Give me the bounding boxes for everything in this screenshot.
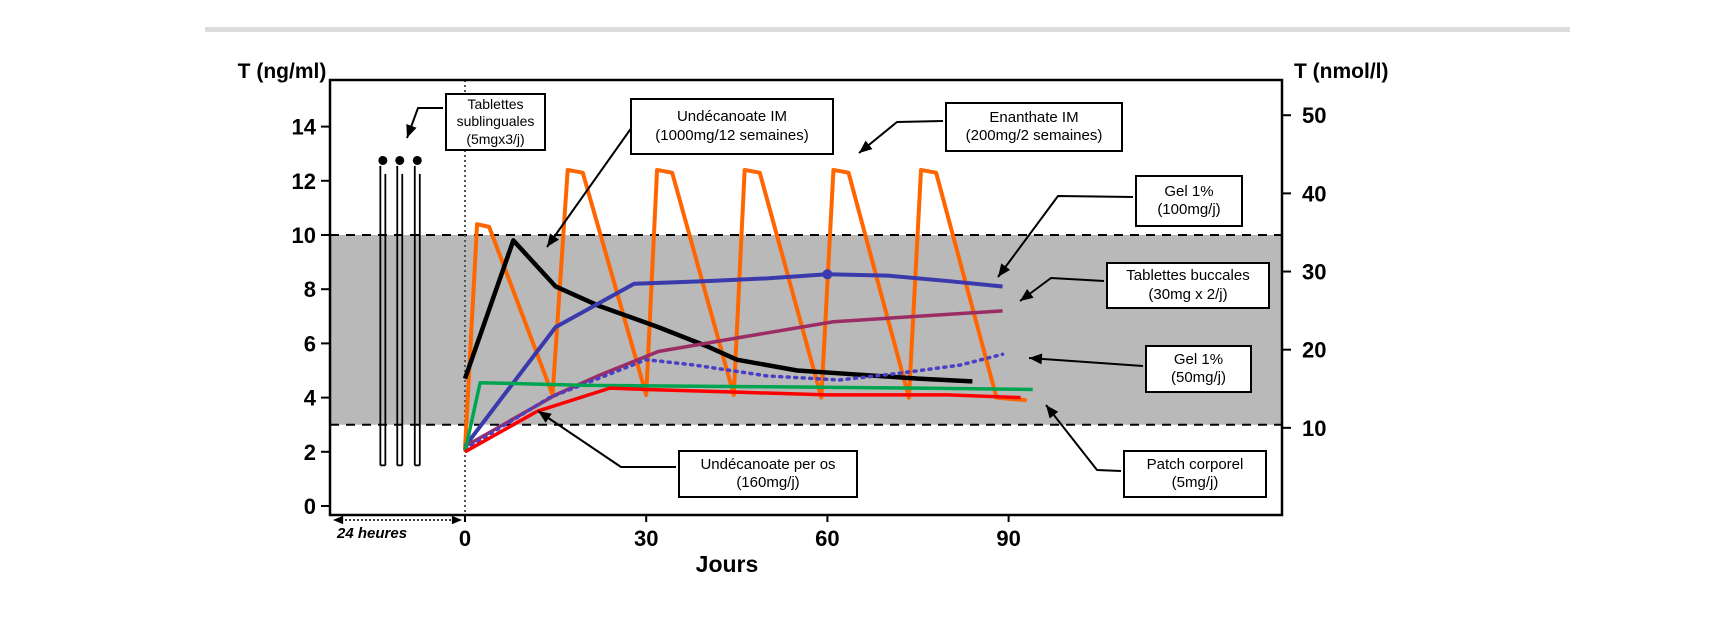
annotation-gel-1pct-50mg: Gel 1% (50mg/j) — [1145, 345, 1252, 393]
page-divider-rule — [205, 27, 1570, 32]
y-left-axis-title: T (ng/ml) — [238, 60, 327, 83]
y-right-tick-label: 40 — [1302, 181, 1326, 206]
leader-arrow-gel100 — [997, 195, 1134, 278]
annotation-line: (50mg/j) — [1170, 369, 1226, 386]
annotation-line: Undécanoate per os — [700, 455, 836, 473]
y-left-tick-label: 2 — [304, 440, 316, 465]
sublingual-needle — [378, 155, 388, 467]
x-tick-label: 30 — [634, 526, 658, 551]
y-left-tick-label: 6 — [304, 331, 316, 356]
y-left-tick-label: 8 — [304, 277, 316, 302]
annotation-enanthate-im: Enanthate IM (200mg/2 semaines) — [945, 102, 1123, 152]
y-left-tick-label: 12 — [292, 169, 316, 194]
annotation-line: sublinguales — [456, 113, 535, 130]
annotation-line: (30mg x 2/j) — [1148, 285, 1228, 303]
leader-arrow-sublinguales — [406, 107, 443, 139]
series-enanthate_im — [463, 167, 1027, 450]
y-right-tick-label: 20 — [1302, 338, 1326, 363]
series-gel100-marker — [822, 269, 833, 280]
annotation-line: Patch corporel — [1146, 455, 1244, 473]
annotation-line: Enanthate IM — [989, 108, 1079, 126]
series-patch — [463, 380, 1033, 453]
annotation-line: (100mg/j) — [1157, 201, 1221, 218]
annotation-undecanoate-im: Undécanoate IM (1000mg/12 semaines) — [630, 98, 834, 155]
annotation-line: (160mg/j) — [736, 474, 800, 491]
y-left-tick-label: 14 — [292, 115, 317, 140]
annotation-tablettes-sublinguales: Tablettes sublinguales (5mgx3/j) — [445, 93, 546, 151]
y-left-tick-label: 0 — [304, 494, 316, 519]
y-right-tick-label: 30 — [1302, 260, 1326, 285]
annotation-line: (5mgx3/j) — [466, 130, 525, 147]
x-tick-label: 90 — [996, 526, 1020, 551]
annotation-gel-1pct-100mg: Gel 1% (100mg/j) — [1135, 175, 1243, 227]
plot-border — [328, 78, 1284, 517]
annotation-line: Gel 1% — [1173, 350, 1224, 368]
annotation-undecanoate-per-os: Undécanoate per os (160mg/j) — [678, 450, 858, 498]
y-left-tick-label: 10 — [292, 223, 316, 248]
y-right-tick-label: 50 — [1302, 103, 1326, 128]
annotation-line: Undécanoate IM — [676, 108, 788, 126]
annotation-patch-corporel: Patch corporel (5mg/j) — [1123, 450, 1267, 498]
annotation-line: (200mg/2 semaines) — [965, 127, 1103, 144]
annotation-line: (1000mg/12 semaines) — [655, 126, 809, 144]
leader-arrow-patch — [1045, 404, 1122, 472]
y-left-tick-label: 4 — [304, 386, 317, 411]
annotation-line: Gel 1% — [1164, 182, 1214, 200]
leader-arrow-enanthate_im — [858, 120, 944, 154]
annotation-line: (5mg/j) — [1171, 474, 1219, 491]
leader-arrow-undec_im — [546, 126, 633, 248]
annotation-line: Tablettes — [467, 96, 524, 113]
leader-arrow-gel50 — [1028, 357, 1144, 367]
sublingual-needle — [412, 155, 422, 467]
x-tick-label: 0 — [459, 526, 471, 551]
leader-arrow-peros — [537, 410, 676, 468]
series-gel100 — [463, 272, 1003, 448]
series-peros — [464, 386, 1021, 454]
y-right-tick-label: 10 — [1302, 416, 1326, 441]
y-right-axis-title: T (nmol/l) — [1294, 60, 1388, 83]
annotation-tablettes-buccales: Tablettes buccales (30mg x 2/j) — [1106, 262, 1270, 309]
annotation-line: Tablettes buccales — [1126, 267, 1250, 285]
sublingual-needle — [395, 155, 405, 467]
x-tick-label: 60 — [815, 526, 839, 551]
x-axis-title: Jours — [696, 551, 759, 577]
inset-24h-label: 24 heures — [336, 525, 407, 542]
